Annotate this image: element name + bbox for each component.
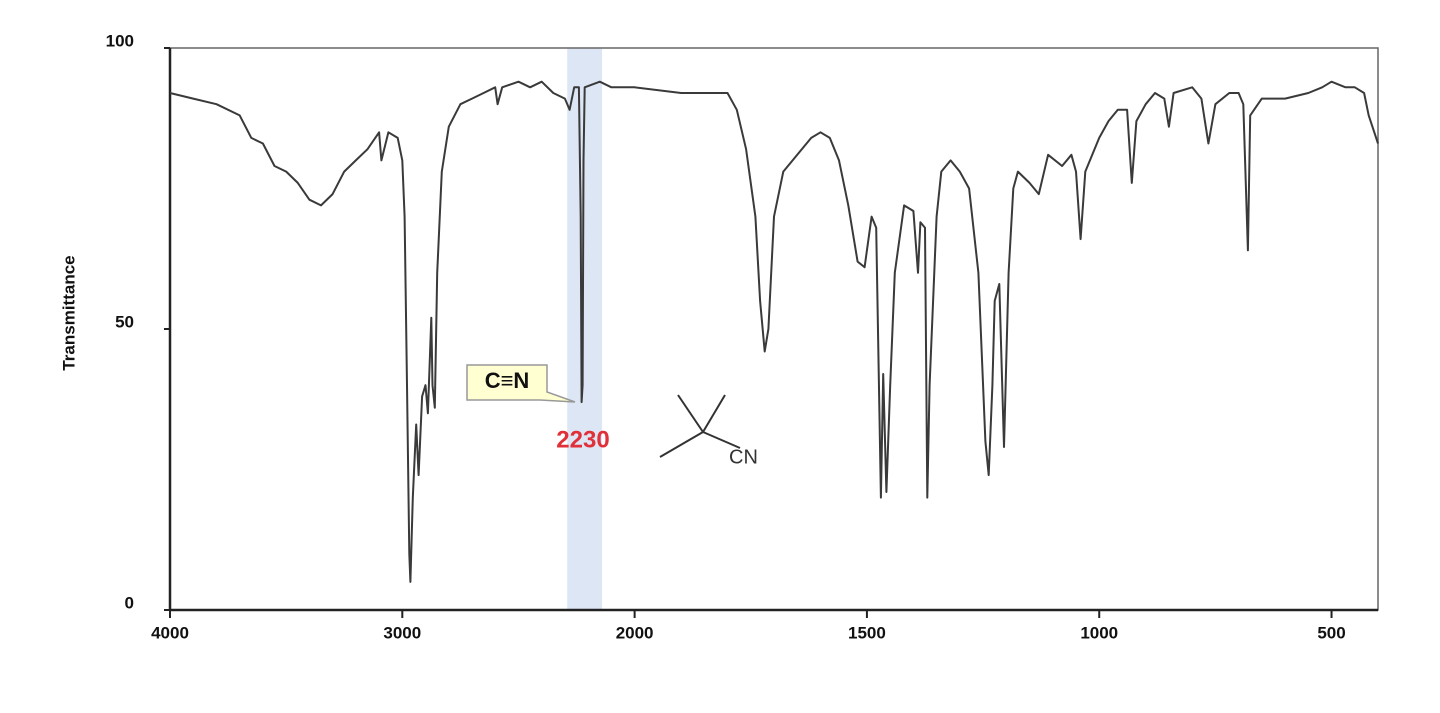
callout-box	[466, 364, 576, 403]
peak-label: 2230	[556, 426, 609, 453]
bond	[677, 394, 704, 433]
x-tick-label: 2000	[616, 623, 654, 642]
structure	[659, 394, 741, 458]
x-tick-label: 4000	[151, 623, 189, 642]
x-tick-label: 1000	[1080, 623, 1118, 642]
bond	[659, 431, 704, 458]
callout-label: C≡N	[485, 368, 530, 393]
y-tick-label: 0	[125, 593, 134, 612]
x-tick-label: 1500	[848, 623, 886, 642]
x-tick-label: 3000	[383, 623, 421, 642]
y-axis-label: Transmittance	[59, 255, 78, 370]
plot-frame	[169, 47, 1379, 611]
spectrum-line	[169, 80, 1379, 583]
y-tick-label: 100	[106, 31, 134, 50]
x-tick-label: 500	[1317, 623, 1345, 642]
bond	[702, 431, 741, 449]
bond	[702, 394, 726, 433]
structure-label: CN	[729, 446, 758, 468]
y-tick-label: 50	[115, 312, 134, 331]
